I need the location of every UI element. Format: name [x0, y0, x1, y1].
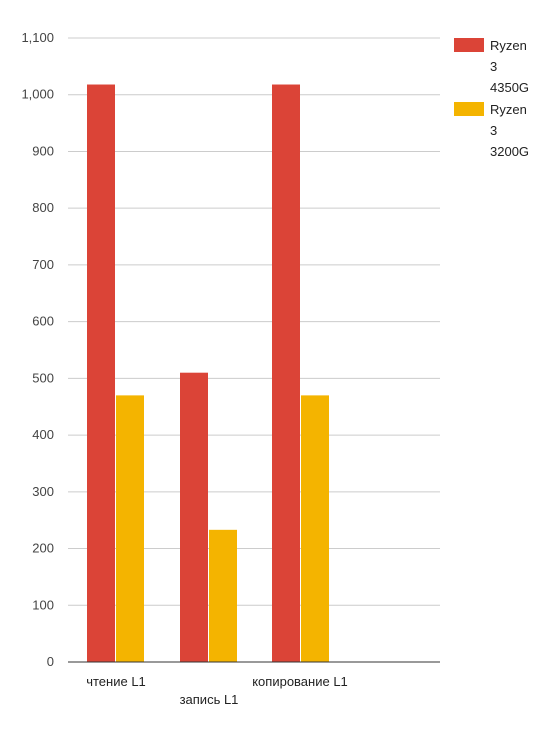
y-tick-label: 1,100: [21, 30, 54, 45]
y-tick-label: 400: [32, 427, 54, 442]
x-axis-category-labels: чтение L1 запись L1 копирование L1: [86, 674, 348, 707]
y-axis-tick-labels: 0 100 200 300 400 500 600 700 800 900 1,000 1,100: [21, 30, 54, 669]
y-tick-label: 300: [32, 484, 54, 499]
bar: [87, 84, 115, 663]
x-category-label: копирование L1: [252, 674, 348, 689]
y-tick-label: 1,000: [21, 87, 54, 102]
y-tick-label: 200: [32, 541, 54, 556]
y-tick-label: 600: [32, 314, 54, 329]
y-tick-label: 800: [32, 200, 54, 215]
bar: [272, 84, 300, 663]
x-category-label: чтение L1: [86, 674, 146, 689]
legend-swatch: [454, 102, 484, 116]
bar: [301, 395, 329, 662]
legend: Ryzen 3 4350G Ryzen 3 3200G: [454, 38, 529, 159]
y-tick-label: 700: [32, 257, 54, 272]
legend-label: Ryzen 3 3200G: [490, 102, 529, 159]
legend-swatch: [454, 38, 484, 52]
legend-label: Ryzen 3 4350G: [490, 38, 529, 95]
y-tick-label: 900: [32, 143, 54, 158]
y-tick-label: 100: [32, 597, 54, 612]
bar: [209, 529, 237, 662]
y-tick-label: 0: [47, 654, 54, 669]
y-tick-label: 500: [32, 370, 54, 385]
x-category-label: запись L1: [180, 692, 239, 707]
bar: [180, 372, 208, 662]
bars: [87, 84, 329, 663]
bar: [116, 395, 144, 662]
